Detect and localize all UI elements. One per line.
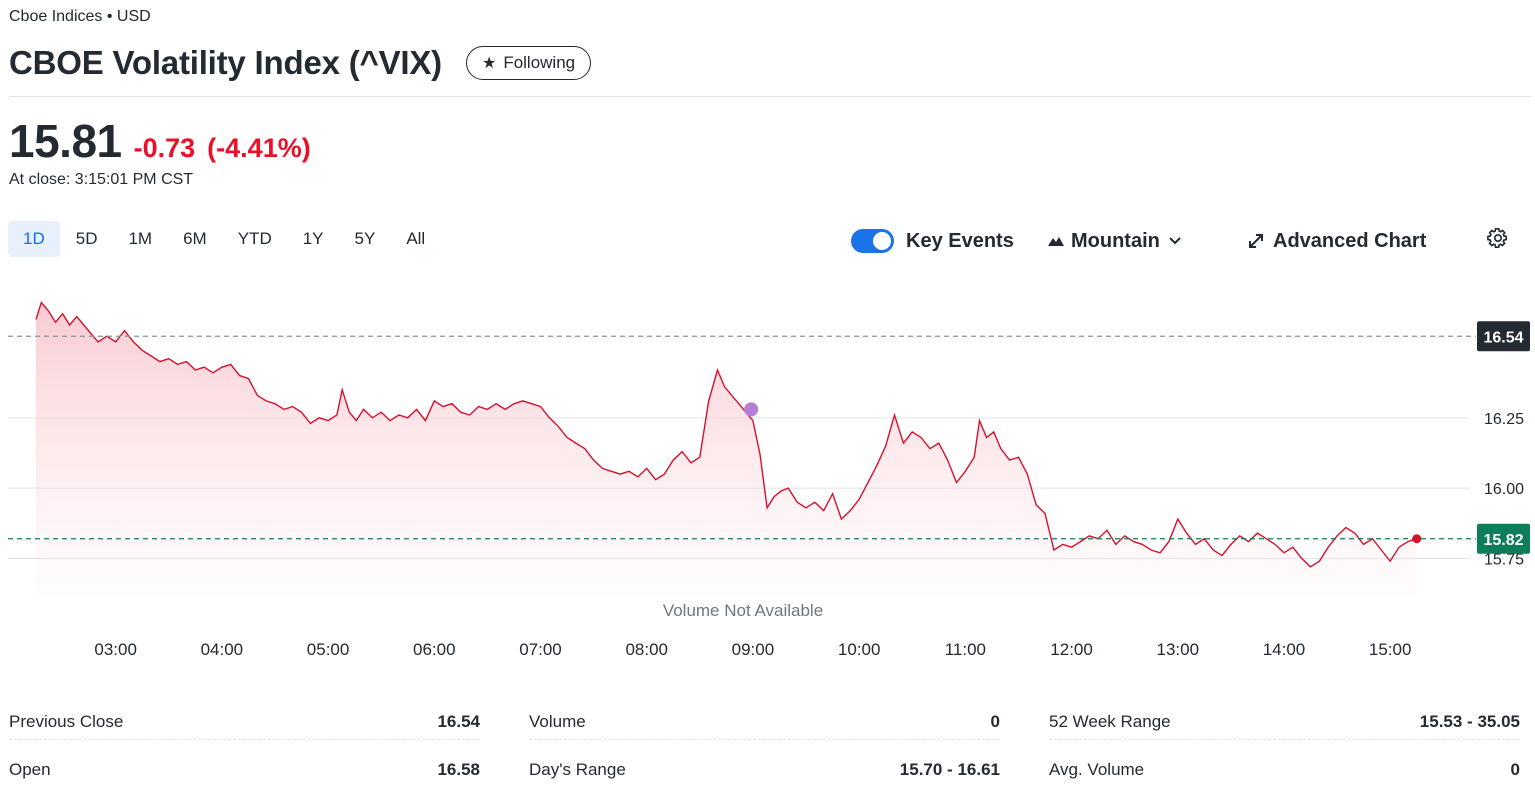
x-tick-label: 08:00 bbox=[625, 640, 668, 659]
stat-label: Day's Range bbox=[529, 759, 626, 779]
star-icon: ★ bbox=[481, 55, 497, 72]
page-title: CBOE Volatility Index (^VIX) bbox=[9, 44, 442, 81]
stat-row: Previous Close 16.54 bbox=[9, 704, 480, 740]
chart-series-line bbox=[35, 301, 1417, 568]
stat-row: Open 16.58 bbox=[9, 752, 480, 786]
quote-block: 15.81 -0.73 (-4.41%) bbox=[9, 114, 311, 168]
stat-row: 52 Week Range 15.53 - 35.05 bbox=[1049, 704, 1520, 740]
stat-row: Volume 0 bbox=[529, 704, 1000, 740]
settings-button[interactable] bbox=[1487, 226, 1509, 256]
title-row: CBOE Volatility Index (^VIX) ★ Following bbox=[9, 44, 592, 82]
range-button-all[interactable]: All bbox=[406, 229, 426, 248]
range-button-6m[interactable]: 6M bbox=[183, 229, 207, 248]
close-time: At close: 3:15:01 PM CST bbox=[9, 171, 194, 188]
last-price-badge bbox=[1477, 523, 1530, 554]
x-tick-label: 09:00 bbox=[732, 640, 775, 659]
last-point-dot bbox=[1412, 534, 1422, 544]
following-label: Following bbox=[503, 53, 576, 72]
advanced-chart-button[interactable]: Advanced Chart bbox=[1247, 226, 1426, 256]
toggle-knob bbox=[873, 232, 891, 250]
advanced-chart-label: Advanced Chart bbox=[1273, 229, 1427, 252]
range-button-1m[interactable]: 1M bbox=[128, 229, 153, 248]
stat-row: Avg. Volume 0 bbox=[1049, 752, 1520, 786]
volume-note: Volume Not Available bbox=[663, 601, 823, 620]
y-tick-label: 16.25 bbox=[1484, 411, 1524, 428]
x-tick-label: 13:00 bbox=[1156, 640, 1199, 659]
x-tick-label: 07:00 bbox=[519, 640, 562, 659]
last-price-label: 15.82 bbox=[1483, 532, 1523, 549]
chart-area-fill bbox=[36, 302, 1417, 595]
x-tick-label: 04:00 bbox=[201, 640, 244, 659]
previous-close-label: 16.54 bbox=[1483, 329, 1523, 346]
x-tick-label: 03:00 bbox=[94, 640, 137, 659]
price-change-percent: (-4.41%) bbox=[207, 133, 311, 163]
stat-value: 16.58 bbox=[437, 759, 480, 779]
stat-row: Day's Range 15.70 - 16.61 bbox=[529, 752, 1000, 786]
stat-value: 16.54 bbox=[437, 711, 480, 731]
stat-value: 0 bbox=[1510, 759, 1520, 779]
x-tick-label: 10:00 bbox=[838, 640, 881, 659]
x-tick-label: 05:00 bbox=[307, 640, 350, 659]
key-events-control[interactable]: Key Events bbox=[851, 226, 1014, 256]
stat-label: Open bbox=[9, 759, 51, 779]
stat-label: Avg. Volume bbox=[1049, 759, 1145, 779]
chevron-down-icon bbox=[1168, 236, 1182, 246]
expand-icon bbox=[1247, 232, 1265, 250]
stat-label: Previous Close bbox=[9, 711, 124, 731]
range-button-5d[interactable]: 5D bbox=[75, 229, 98, 248]
range-button-ytd[interactable]: YTD bbox=[237, 229, 272, 248]
x-tick-label: 11:00 bbox=[945, 640, 986, 659]
stat-value: 15.70 - 16.61 bbox=[899, 759, 1000, 779]
stat-value: 15.53 - 35.05 bbox=[1419, 711, 1520, 731]
range-selector: 1D 5D 1M 6M YTD 1Y 5Y All bbox=[8, 221, 441, 257]
previous-close-badge bbox=[1477, 321, 1530, 352]
range-button-1d[interactable]: 1D bbox=[8, 221, 60, 257]
x-tick-label: 06:00 bbox=[413, 640, 456, 659]
following-button[interactable]: ★ Following bbox=[465, 46, 592, 80]
price-chart[interactable]: 16.25 16.00 15.75 16.54 15.82 Volume Not Av… bbox=[0, 280, 1535, 675]
key-event-marker[interactable] bbox=[744, 402, 759, 417]
price-change: -0.73 bbox=[133, 133, 196, 163]
mountain-icon bbox=[1047, 234, 1065, 248]
gear-icon bbox=[1487, 227, 1509, 255]
x-tick-label: 14:00 bbox=[1263, 640, 1306, 659]
key-events-label: Key Events bbox=[906, 229, 1014, 252]
range-button-1y[interactable]: 1Y bbox=[302, 229, 324, 248]
x-tick-label: 15:00 bbox=[1369, 640, 1412, 659]
range-button-5y[interactable]: 5Y bbox=[354, 229, 376, 248]
x-tick-label: 12:00 bbox=[1050, 640, 1093, 659]
chart-type-dropdown[interactable]: Mountain bbox=[1047, 226, 1182, 256]
exchange-label: Cboe Indices • USD bbox=[9, 8, 151, 25]
y-tick-label: 15.75 bbox=[1484, 551, 1524, 568]
y-tick-label: 16.00 bbox=[1484, 481, 1524, 498]
stat-value: 0 bbox=[990, 711, 1000, 731]
chart-type-label: Mountain bbox=[1071, 229, 1160, 252]
price: 15.81 bbox=[9, 115, 122, 167]
header-divider bbox=[9, 96, 1531, 97]
stat-label: 52 Week Range bbox=[1049, 711, 1171, 731]
stat-label: Volume bbox=[529, 711, 586, 731]
key-events-toggle[interactable] bbox=[851, 229, 894, 253]
